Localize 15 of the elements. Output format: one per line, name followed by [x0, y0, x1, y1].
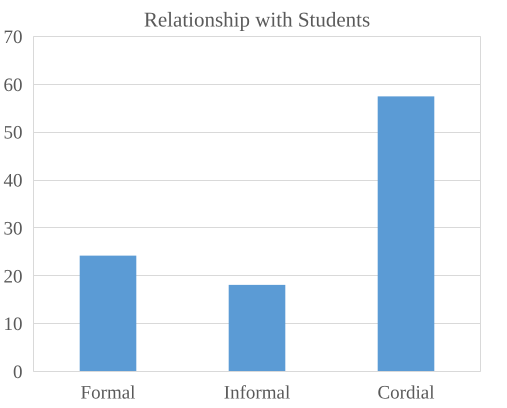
y-tick-label: 50	[4, 122, 22, 144]
y-tick-label: 40	[4, 170, 22, 192]
x-tick-label: Informal	[224, 382, 290, 404]
x-tick-label: Cordial	[378, 382, 435, 404]
y-tick-label: 70	[4, 27, 22, 48]
y-tick-label: 10	[4, 314, 22, 336]
bar	[80, 256, 136, 372]
y-tick-label: 20	[4, 266, 22, 288]
chart-title: Relationship with Students	[144, 8, 370, 32]
bar	[378, 96, 434, 372]
y-tick-label: 0	[13, 362, 22, 383]
bar	[228, 284, 286, 372]
y-tick-label: 60	[4, 74, 22, 96]
x-tick-label: Formal	[80, 382, 136, 404]
y-tick-label: 30	[4, 218, 22, 240]
